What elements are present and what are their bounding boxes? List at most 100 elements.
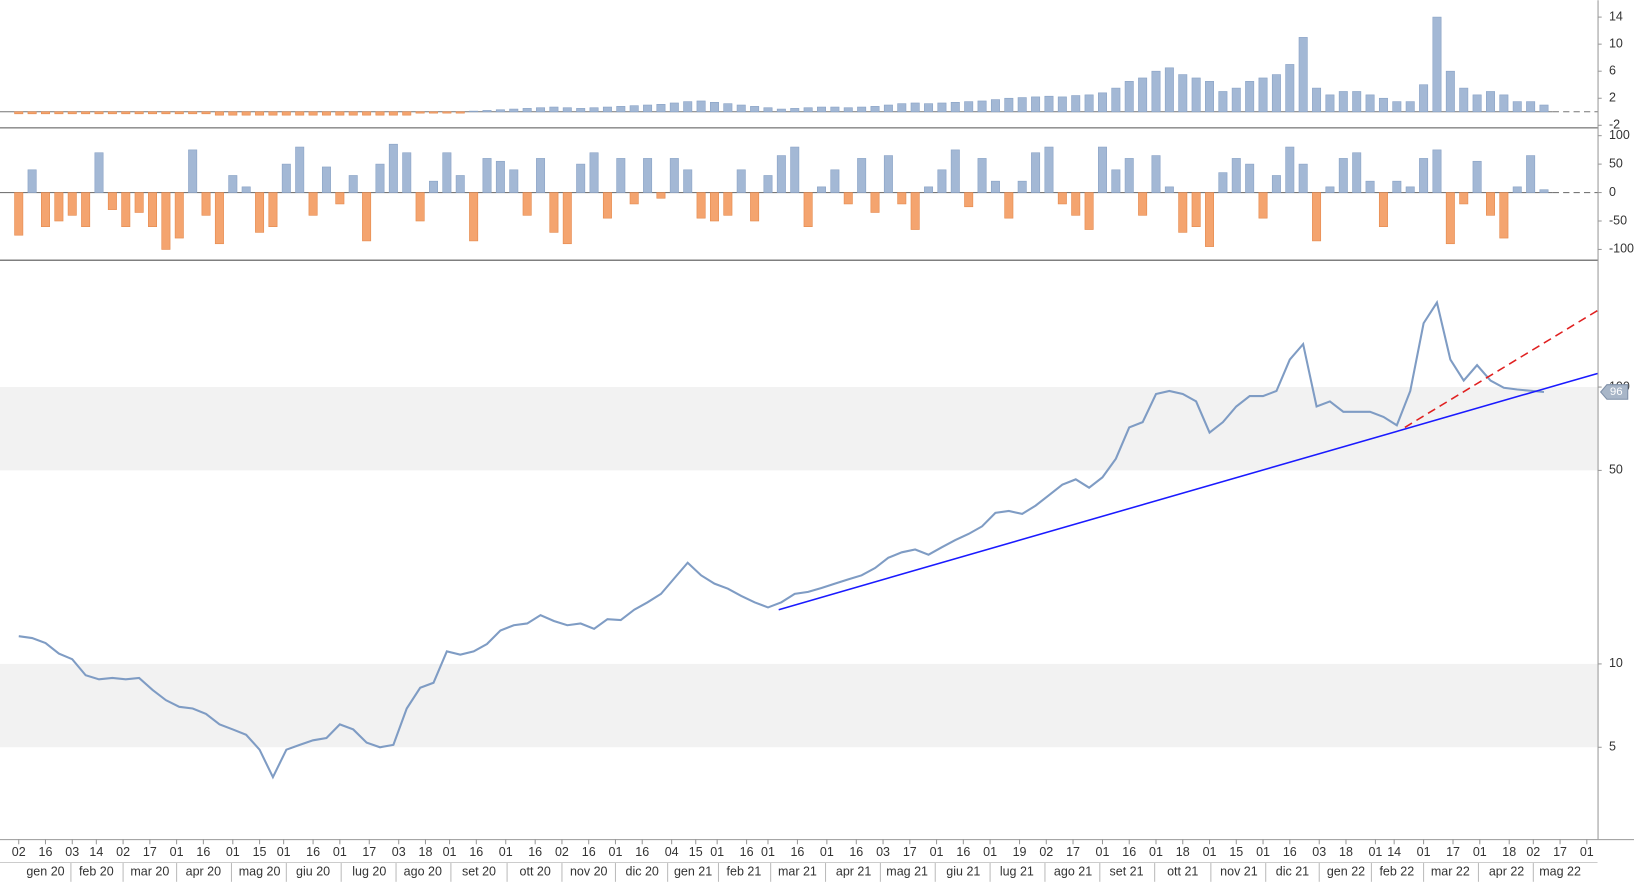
- bar: [469, 110, 479, 113]
- bar: [776, 108, 786, 113]
- shaded-band: [0, 387, 1598, 471]
- bar: [375, 111, 385, 116]
- month-label: lug 21: [1000, 865, 1034, 879]
- bar: [870, 106, 880, 113]
- bar: [696, 192, 706, 219]
- x-tick-label: 16: [740, 845, 754, 859]
- bar: [803, 192, 813, 227]
- bar: [94, 152, 104, 193]
- bar: [134, 111, 144, 115]
- bar: [656, 192, 666, 199]
- bar: [562, 107, 572, 113]
- bar: [1138, 192, 1148, 216]
- bar: [455, 175, 465, 193]
- bar: [1419, 158, 1429, 193]
- x-tick-label: 18: [419, 845, 433, 859]
- bar: [576, 108, 586, 113]
- bar: [937, 169, 947, 193]
- bar: [696, 100, 706, 113]
- bar: [629, 192, 639, 205]
- month-label: ago 21: [1054, 865, 1092, 879]
- bar: [1258, 77, 1268, 113]
- x-tick-label: 16: [469, 845, 483, 859]
- bar: [1258, 192, 1268, 219]
- bar: [1138, 77, 1148, 113]
- bar: [1512, 101, 1522, 113]
- bar: [589, 152, 599, 193]
- y-tick-label: 6: [1609, 63, 1616, 77]
- bar: [1499, 192, 1509, 239]
- x-tick-label: 16: [956, 845, 970, 859]
- x-tick-label: 16: [306, 845, 320, 859]
- last-price-box: [1599, 384, 1629, 400]
- bar: [214, 192, 224, 245]
- bar: [388, 111, 398, 116]
- bar: [1097, 92, 1107, 113]
- bar: [602, 192, 612, 219]
- bar: [602, 106, 612, 113]
- x-tick-label: 18: [1339, 845, 1353, 859]
- bar: [950, 149, 960, 193]
- bar: [924, 186, 934, 193]
- bar: [415, 192, 425, 222]
- bar: [1097, 146, 1107, 193]
- bar: [723, 192, 733, 216]
- month-label: set 21: [1110, 865, 1144, 879]
- bar: [897, 192, 907, 205]
- bar: [1044, 146, 1054, 193]
- x-tick-label: 17: [362, 845, 376, 859]
- month-label: mar 21: [778, 865, 817, 879]
- x-tick-label: 01: [820, 845, 834, 859]
- month-label: giu 20: [296, 865, 330, 879]
- x-tick-label: 18: [1176, 845, 1190, 859]
- bar: [201, 192, 211, 216]
- x-tick-label: 16: [1122, 845, 1136, 859]
- bar: [1164, 67, 1174, 113]
- month-label: gen 21: [674, 865, 712, 879]
- month-label: dic 21: [1276, 865, 1309, 879]
- x-tick-label: 01: [1203, 845, 1217, 859]
- bar: [1338, 91, 1348, 113]
- bar: [1432, 16, 1442, 113]
- x-tick-label: 01: [983, 845, 997, 859]
- bar: [321, 111, 331, 116]
- bar: [817, 186, 826, 193]
- bar: [1057, 192, 1067, 205]
- bar: [1365, 94, 1375, 113]
- bar: [1231, 158, 1241, 193]
- x-tick-label: 16: [196, 845, 210, 859]
- bar: [803, 107, 813, 113]
- bar: [1191, 77, 1201, 113]
- bar: [750, 106, 760, 113]
- bar: [362, 192, 372, 242]
- bar: [241, 111, 251, 116]
- y-tick-label: 50: [1609, 156, 1623, 170]
- bar: [402, 111, 412, 116]
- bar: [94, 111, 104, 115]
- month-label: giu 21: [946, 865, 980, 879]
- bar: [883, 155, 893, 193]
- bar: [576, 163, 586, 193]
- bar: [1312, 87, 1322, 113]
- x-tick-label: 19: [1013, 845, 1027, 859]
- bar: [1017, 97, 1027, 113]
- bar: [1245, 81, 1255, 113]
- bar: [1486, 91, 1495, 113]
- x-tick-label: 02: [12, 845, 26, 859]
- x-tick-label: 01: [1473, 845, 1487, 859]
- bar: [107, 111, 117, 115]
- month-label: feb 21: [727, 865, 762, 879]
- bar: [790, 146, 800, 193]
- x-tick-label: 01: [761, 845, 775, 859]
- x-tick-label: 16: [39, 845, 53, 859]
- bar: [750, 192, 760, 222]
- bar: [1352, 91, 1362, 113]
- bar: [937, 102, 947, 113]
- month-label: nov 20: [570, 865, 608, 879]
- bar: [1526, 155, 1536, 193]
- bar: [843, 192, 853, 205]
- bar: [723, 103, 733, 113]
- bar: [255, 192, 265, 233]
- month-label: nov 21: [1220, 865, 1258, 879]
